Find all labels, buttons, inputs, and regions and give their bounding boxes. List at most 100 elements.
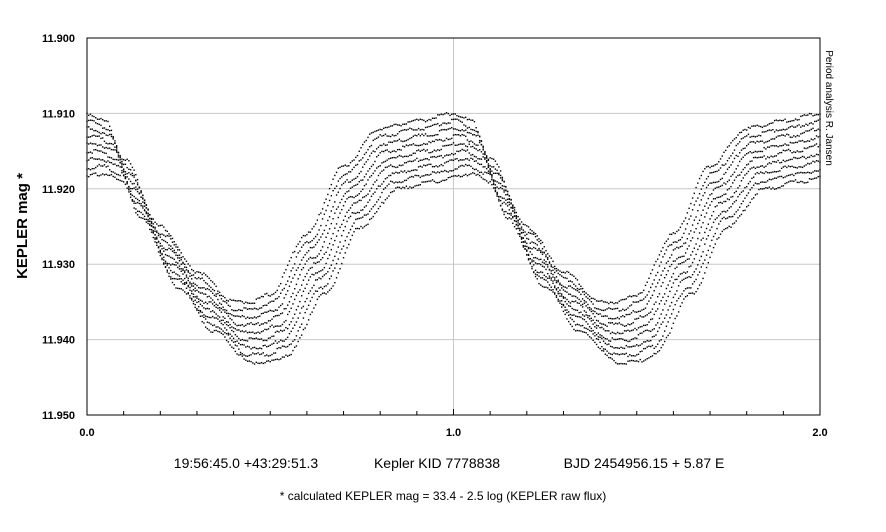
data-point <box>384 178 387 180</box>
data-point <box>451 143 453 146</box>
data-point <box>365 173 367 175</box>
data-point <box>742 156 744 159</box>
data-point <box>430 141 432 144</box>
data-point <box>667 238 669 240</box>
data-point <box>552 288 554 291</box>
data-point <box>170 256 172 259</box>
data-point <box>810 138 812 140</box>
data-point <box>456 150 458 152</box>
data-point <box>283 308 285 310</box>
data-point <box>348 171 350 173</box>
data-point <box>566 287 568 289</box>
data-point <box>102 165 104 167</box>
data-point <box>292 251 294 254</box>
data-point <box>182 269 184 272</box>
data-point <box>698 177 701 180</box>
data-point <box>409 170 411 173</box>
data-point <box>351 168 353 171</box>
data-point <box>569 293 572 296</box>
data-point <box>339 252 341 254</box>
data-point <box>728 145 730 147</box>
data-point <box>485 172 488 174</box>
data-point <box>814 177 816 179</box>
data-point <box>445 178 448 181</box>
data-point <box>566 270 568 273</box>
data-point <box>295 283 298 286</box>
data-point <box>737 187 739 189</box>
data-point <box>114 172 116 174</box>
data-point <box>800 171 802 174</box>
data-point <box>454 113 456 115</box>
data-point <box>309 267 312 269</box>
data-point <box>278 341 280 343</box>
data-point <box>290 296 292 298</box>
data-point <box>168 247 170 250</box>
data-point <box>653 264 655 266</box>
data-point <box>292 277 294 279</box>
data-point <box>499 174 502 177</box>
data-point <box>527 238 530 240</box>
data-point <box>810 113 812 115</box>
data-point <box>800 115 802 118</box>
data-point <box>562 289 565 291</box>
data-point <box>177 257 179 259</box>
data-point <box>369 145 371 148</box>
data-point <box>552 273 554 276</box>
data-point <box>791 120 793 122</box>
data-point <box>321 246 324 248</box>
data-point <box>496 192 498 195</box>
data-point <box>135 188 137 191</box>
data-point <box>740 203 743 205</box>
data-point <box>239 339 242 341</box>
data-point <box>690 202 692 205</box>
data-point <box>135 208 137 210</box>
data-point <box>700 174 703 177</box>
data-point <box>752 184 755 186</box>
data-point <box>677 263 680 265</box>
data-point <box>164 253 167 256</box>
data-point <box>302 317 305 319</box>
data-point <box>128 168 130 170</box>
data-point <box>662 256 664 258</box>
data-point <box>681 223 683 225</box>
data-point <box>431 156 434 158</box>
data-point <box>459 165 462 167</box>
data-point <box>498 200 500 202</box>
data-point <box>140 202 142 205</box>
data-point <box>478 135 481 137</box>
data-point <box>314 304 317 306</box>
data-point <box>538 271 540 274</box>
data-point <box>273 335 275 337</box>
series-7 <box>86 157 821 350</box>
data-point <box>192 296 195 298</box>
data-point <box>191 290 193 292</box>
data-point <box>777 170 779 173</box>
data-point <box>772 178 774 180</box>
data-point <box>541 271 544 274</box>
data-point <box>356 154 359 157</box>
data-point <box>683 278 685 280</box>
data-point <box>597 313 600 316</box>
data-point <box>96 144 99 147</box>
data-point <box>468 152 470 154</box>
data-point <box>292 267 294 269</box>
data-point <box>787 148 790 151</box>
data-point <box>667 245 669 248</box>
data-point <box>810 128 812 131</box>
data-point <box>533 242 535 244</box>
data-point <box>636 311 638 313</box>
data-point <box>543 266 545 268</box>
data-point <box>259 338 261 341</box>
data-point <box>482 145 484 148</box>
caption-coordinates: 19:56:45.0 +43:29:51.3 <box>174 455 319 471</box>
data-point <box>653 352 655 355</box>
data-point <box>754 150 757 153</box>
data-point <box>463 165 465 167</box>
data-point <box>466 164 469 167</box>
data-point <box>655 324 657 326</box>
data-point <box>444 169 446 172</box>
data-point <box>293 273 296 276</box>
data-point <box>561 275 563 277</box>
data-point <box>232 327 235 329</box>
data-point <box>164 235 167 238</box>
